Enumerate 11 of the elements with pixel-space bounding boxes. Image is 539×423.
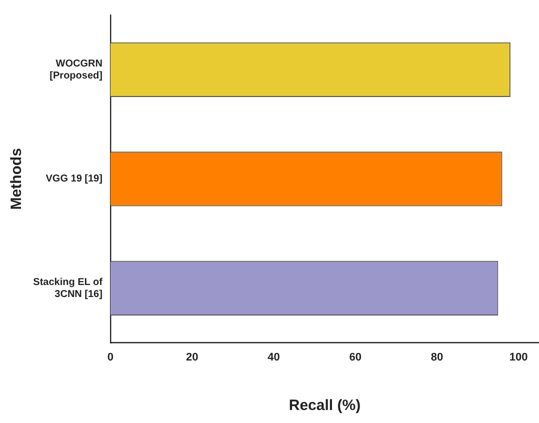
y-tick-label: VGG 19 [19] xyxy=(46,174,102,185)
x-tick-label: 20 xyxy=(186,351,198,364)
y-axis-title: Methods xyxy=(8,148,26,210)
y-tick-label: WOCGRN [Proposed] xyxy=(50,58,102,82)
x-tick-label: 100 xyxy=(509,351,528,364)
y-tick-label: Stacking EL of 3CNN [16] xyxy=(33,276,104,300)
x-tick-label: 60 xyxy=(349,351,362,364)
x-tick-label: 80 xyxy=(430,351,444,364)
x-tick-label: 0 xyxy=(107,351,114,364)
x-axis-title: Recall (%) xyxy=(288,397,361,414)
x-tick-label: 40 xyxy=(268,351,280,364)
